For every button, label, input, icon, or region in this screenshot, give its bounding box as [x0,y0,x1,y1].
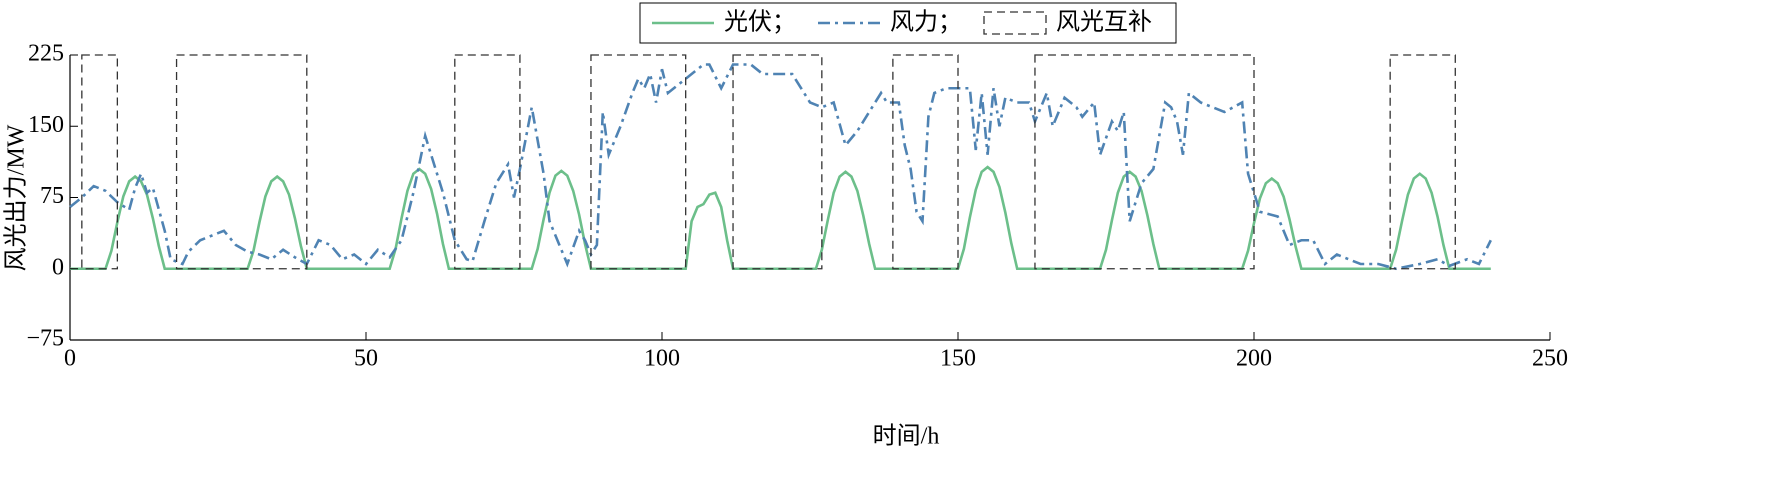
y-tick-label: 0 [52,254,64,280]
legend-label: 光伏； [724,9,796,36]
legend-label: 风光互补 [1056,9,1152,36]
series-line [69,63,1492,271]
interval-box [175,54,308,270]
plot-area [69,54,1492,271]
legend-label: 风力； [890,9,962,36]
x-axis-label: 时间/h [873,423,940,450]
x-tick-label: 0 [64,346,76,372]
y-tick-label: 150 [28,112,64,138]
interval-box [1389,54,1456,270]
interval-box [732,54,823,270]
legend-swatch [983,11,1047,35]
y-axis-label: 风光出力/MW [3,124,30,271]
series-line [70,165,1491,271]
y-tick-label: 75 [40,183,64,209]
interval-box [590,54,687,270]
y-tick-label: 225 [28,41,64,67]
x-tick-label: 100 [644,346,680,372]
interval-box [81,54,119,270]
x-tick-label: 250 [1532,346,1568,372]
x-tick-label: 200 [1236,346,1272,372]
legend-box [639,2,1177,44]
x-tick-label: 150 [940,346,976,372]
interval-box [1034,54,1255,270]
legend: 光伏； 风力； 风光互补 [652,9,1152,36]
interval-box [892,54,959,270]
x-tick-label: 50 [354,346,378,372]
interval-box [454,54,521,270]
y-tick-label: −75 [26,326,64,352]
